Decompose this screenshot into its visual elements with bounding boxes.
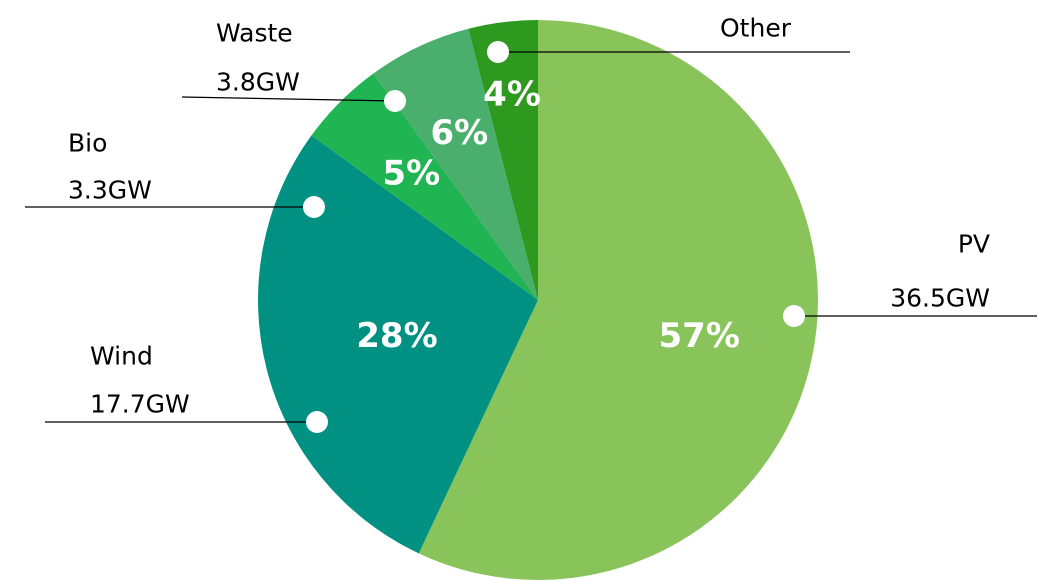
- percent-label-wind: 28%: [356, 316, 437, 356]
- category-value-waste: 3.8GW: [216, 68, 300, 97]
- percent-label-waste: 6%: [430, 113, 488, 153]
- slice-bio: [311, 73, 538, 300]
- slice-other: [468, 20, 538, 300]
- slice-pv: [418, 20, 819, 580]
- pie-slices: [258, 20, 819, 580]
- category-value-pv: 36.5GW: [890, 284, 990, 313]
- slice-wind: [258, 135, 538, 554]
- leader-dot-bio: [303, 196, 325, 218]
- category-labels: PV 36.5GW Wind 17.7GW Bio 3.3GW Waste 3.8GW Othe…: [68, 14, 990, 419]
- category-name-wind: Wind: [90, 342, 153, 371]
- percent-label-pv: 57%: [659, 316, 740, 356]
- leader-lines: [25, 41, 1037, 433]
- leader-dot-wind: [306, 411, 328, 433]
- leader-dot-pv: [783, 305, 805, 327]
- category-name-bio: Bio: [68, 129, 107, 158]
- slice-waste: [373, 28, 538, 300]
- category-name-pv: PV: [958, 230, 990, 259]
- leader-dot-waste: [384, 90, 406, 112]
- percent-label-bio: 5%: [382, 153, 440, 193]
- percent-labels: 57% 28% 5%6%4%: [356, 74, 740, 356]
- category-value-wind: 17.7GW: [90, 390, 190, 419]
- category-name-waste: Waste: [216, 19, 293, 48]
- category-name-other: Other: [720, 14, 792, 43]
- percent-label-other: 4%: [483, 74, 541, 114]
- category-value-bio: 3.3GW: [68, 176, 152, 205]
- leader-dot-other: [487, 41, 509, 63]
- leader-line-waste: [181, 96, 396, 102]
